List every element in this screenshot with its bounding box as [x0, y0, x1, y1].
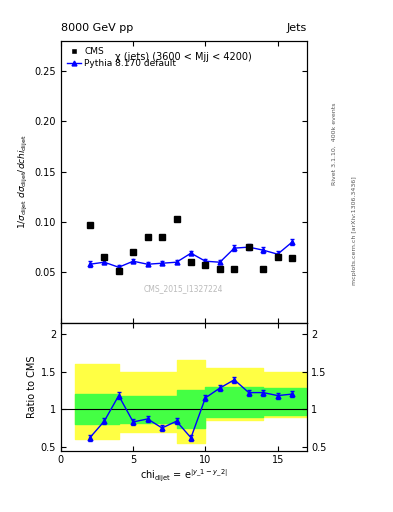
- Text: Rivet 3.1.10,  400k events: Rivet 3.1.10, 400k events: [332, 102, 337, 185]
- X-axis label: chi$_{\rm dijet}$ = e$^{|y\_1-y\_2|}$: chi$_{\rm dijet}$ = e$^{|y\_1-y\_2|}$: [140, 468, 228, 484]
- Text: 8000 GeV pp: 8000 GeV pp: [61, 23, 133, 33]
- Text: CMS_2015_I1327224: CMS_2015_I1327224: [144, 284, 224, 293]
- Y-axis label: Ratio to CMS: Ratio to CMS: [26, 355, 37, 418]
- Text: mcplots.cern.ch [arXiv:1306.3436]: mcplots.cern.ch [arXiv:1306.3436]: [352, 176, 357, 285]
- Text: χ (jets) (3600 < Mjj < 4200): χ (jets) (3600 < Mjj < 4200): [116, 52, 252, 62]
- Text: Jets: Jets: [286, 23, 307, 33]
- Legend: CMS, Pythia 8.170 default: CMS, Pythia 8.170 default: [65, 46, 178, 70]
- Y-axis label: $1/\sigma_\mathrm{dijet}\ d\sigma_\mathrm{dijet}/dchi_\mathrm{dijet}$: $1/\sigma_\mathrm{dijet}\ d\sigma_\mathr…: [17, 135, 30, 229]
